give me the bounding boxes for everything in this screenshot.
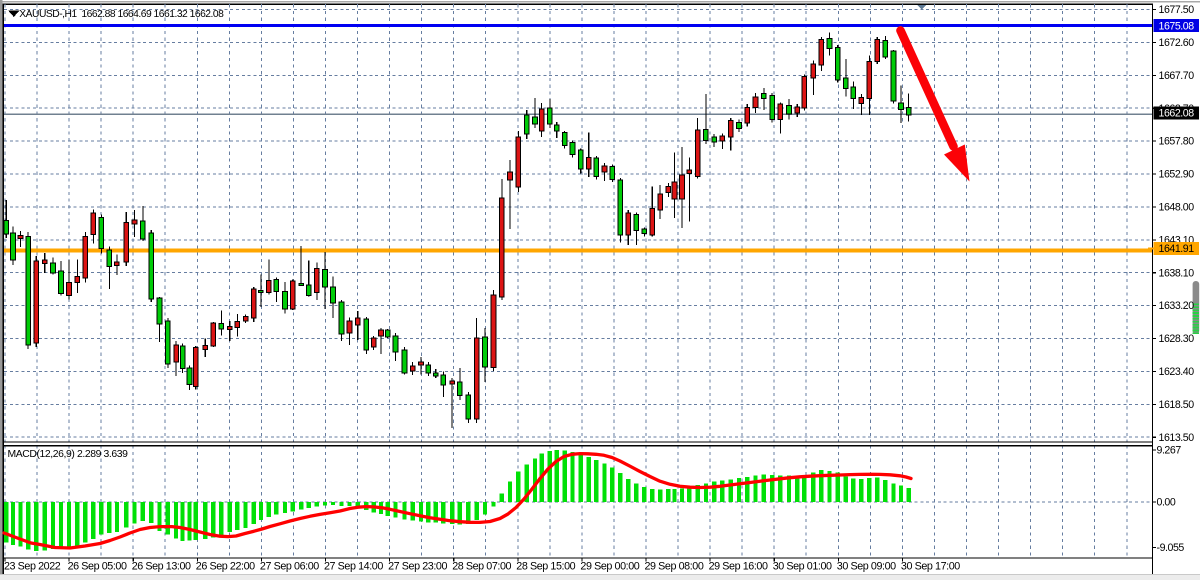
svg-text:1672.60: 1672.60: [1159, 37, 1195, 49]
svg-text:1667.70: 1667.70: [1159, 70, 1195, 82]
svg-text:1628.30: 1628.30: [1159, 333, 1195, 345]
svg-text:28 Sep 07:00: 28 Sep 07:00: [452, 561, 511, 573]
svg-text:29 Sep 16:00: 29 Sep 16:00: [709, 561, 768, 573]
svg-text:26 Sep 05:00: 26 Sep 05:00: [68, 561, 127, 573]
svg-text:1648.00: 1648.00: [1159, 202, 1195, 214]
svg-text:28 Sep 15:00: 28 Sep 15:00: [516, 561, 575, 573]
svg-text:30 Sep 09:00: 30 Sep 09:00: [837, 561, 896, 573]
svg-text:1633.20: 1633.20: [1159, 300, 1195, 312]
svg-text:27 Sep 06:00: 27 Sep 06:00: [260, 561, 319, 573]
svg-text:9.267: 9.267: [1157, 445, 1182, 457]
svg-text:29 Sep 00:00: 29 Sep 00:00: [580, 561, 639, 573]
svg-text:-9.055: -9.055: [1157, 542, 1185, 554]
svg-text:1657.80: 1657.80: [1159, 136, 1195, 148]
svg-text:27 Sep 23:00: 27 Sep 23:00: [388, 561, 447, 573]
svg-text:1677.50: 1677.50: [1159, 4, 1195, 16]
svg-text:1623.40: 1623.40: [1159, 366, 1195, 378]
svg-text:1641.91: 1641.91: [1159, 243, 1195, 255]
svg-text:30 Sep 17:00: 30 Sep 17:00: [901, 561, 960, 573]
svg-text:23 Sep 2022: 23 Sep 2022: [4, 561, 61, 573]
svg-text:30 Sep 01:00: 30 Sep 01:00: [773, 561, 832, 573]
svg-text:1613.50: 1613.50: [1159, 432, 1195, 444]
svg-text:0.00: 0.00: [1157, 497, 1176, 509]
svg-text:26 Sep 13:00: 26 Sep 13:00: [132, 561, 191, 573]
svg-text:1618.50: 1618.50: [1159, 399, 1195, 411]
svg-text:26 Sep 22:00: 26 Sep 22:00: [196, 561, 255, 573]
svg-text:XAUUSD-,H1 1662.88 1664.69 16: XAUUSD-,H1 1662.88 1664.69 1661.32 1662.…: [19, 9, 224, 20]
svg-text:29 Sep 08:00: 29 Sep 08:00: [645, 561, 704, 573]
svg-text:1675.08: 1675.08: [1159, 20, 1195, 32]
svg-text:1662.08: 1662.08: [1159, 108, 1195, 120]
svg-text:MACD(12,26,9) 2.289 3.639: MACD(12,26,9) 2.289 3.639: [8, 449, 129, 460]
svg-text:27 Sep 14:00: 27 Sep 14:00: [324, 561, 383, 573]
svg-text:1652.90: 1652.90: [1159, 169, 1195, 181]
svg-text:1638.10: 1638.10: [1159, 267, 1195, 279]
